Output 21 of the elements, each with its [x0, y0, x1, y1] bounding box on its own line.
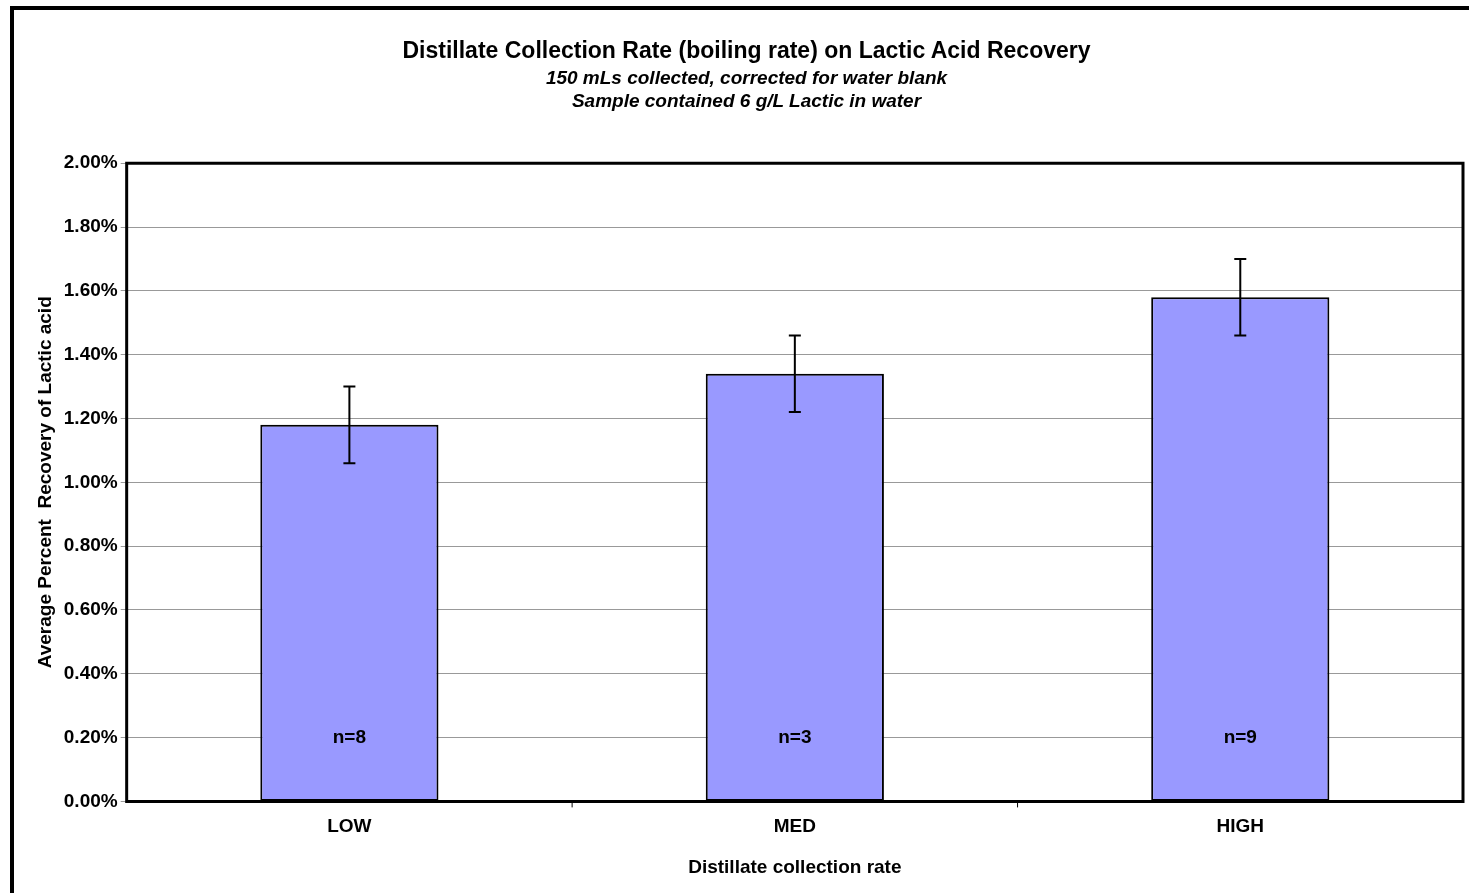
y-tick-label: 0.60%	[63, 598, 118, 620]
annotation: n=3	[778, 725, 812, 747]
y-tick-label: 2.00%	[63, 151, 118, 173]
y-tick-label: 0.80%	[63, 534, 118, 556]
y-tick-label: 0.20%	[63, 725, 118, 747]
chart-subtitle: 150 mLs collected, corrected for water blank Sample contained 6 g/L Lactic in water	[545, 67, 949, 112]
x-tick-label: LOW	[327, 815, 372, 837]
y-tick-label: 1.00%	[63, 470, 118, 492]
y-tick-label: 0.40%	[63, 661, 118, 683]
annotation: n=9	[1223, 725, 1257, 747]
x-axis-title: Distillate collection rate	[688, 855, 902, 877]
y-tick-label: 0.00%	[63, 789, 118, 811]
y-tick-label: 1.40%	[63, 342, 118, 364]
y-axis-title: Average Percent Recovery of Lactic acid	[33, 296, 55, 669]
annotation: n=8	[332, 725, 367, 747]
x-tick-label: HIGH	[1216, 815, 1265, 837]
chart-title: Distillate Collection Rate (boiling rate) on Lactic Acid Recovery	[402, 37, 1091, 64]
y-tick-label: 1.20%	[63, 406, 118, 428]
x-tick-label: MED	[773, 815, 816, 837]
y-tick-label: 1.60%	[63, 279, 118, 301]
y-tick-label: 1.80%	[63, 215, 118, 237]
